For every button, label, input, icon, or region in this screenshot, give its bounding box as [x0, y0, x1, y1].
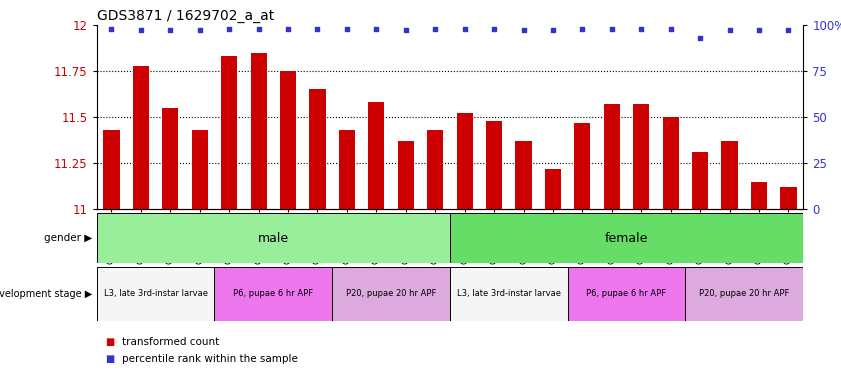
Bar [516, 141, 532, 209]
Point [193, 27, 206, 33]
Text: P6, pupae 6 hr APF: P6, pupae 6 hr APF [233, 289, 314, 298]
Text: gender ▶: gender ▶ [45, 233, 93, 243]
Text: development stage ▶: development stage ▶ [0, 289, 93, 299]
Point [546, 27, 559, 33]
Point [458, 26, 471, 32]
Bar [663, 117, 679, 209]
Bar [162, 108, 178, 209]
Point [752, 27, 765, 33]
Bar [221, 56, 237, 209]
Text: ■: ■ [105, 354, 114, 364]
Bar [450, 267, 568, 321]
Bar [214, 267, 332, 321]
Point [369, 26, 383, 32]
Bar [568, 267, 685, 321]
Bar [545, 169, 561, 209]
Point [575, 26, 589, 32]
Text: ■: ■ [105, 337, 114, 347]
Bar [692, 152, 708, 209]
Bar [97, 267, 214, 321]
Point [104, 26, 118, 32]
Text: transformed count: transformed count [122, 337, 220, 347]
Point [222, 26, 235, 32]
Bar [685, 267, 803, 321]
Text: GDS3871 / 1629702_a_at: GDS3871 / 1629702_a_at [97, 8, 274, 23]
Bar [604, 104, 620, 209]
Text: L3, late 3rd-instar larvae: L3, late 3rd-instar larvae [103, 289, 208, 298]
Text: female: female [605, 232, 648, 245]
Point [163, 27, 177, 33]
Point [664, 26, 677, 32]
Point [310, 26, 324, 32]
Point [722, 27, 736, 33]
Point [340, 26, 353, 32]
Text: male: male [257, 232, 289, 245]
Bar [722, 141, 738, 209]
Point [281, 26, 294, 32]
Point [516, 27, 530, 33]
Point [781, 27, 795, 33]
Bar [457, 113, 473, 209]
Bar [103, 130, 119, 209]
Bar [192, 130, 208, 209]
Point [487, 26, 500, 32]
Point [693, 35, 706, 41]
Point [634, 26, 648, 32]
Bar [368, 103, 384, 209]
Point [428, 26, 442, 32]
Bar [332, 267, 450, 321]
Bar [133, 66, 149, 209]
Bar [574, 122, 590, 209]
Bar [780, 187, 796, 209]
Bar [251, 53, 267, 209]
Point [399, 27, 412, 33]
Text: P20, pupae 20 hr APF: P20, pupae 20 hr APF [699, 289, 790, 298]
Bar [309, 89, 325, 209]
Bar [450, 213, 803, 263]
Text: percentile rank within the sample: percentile rank within the sample [122, 354, 298, 364]
Bar [339, 130, 355, 209]
Text: P20, pupae 20 hr APF: P20, pupae 20 hr APF [346, 289, 436, 298]
Text: L3, late 3rd-instar larvae: L3, late 3rd-instar larvae [457, 289, 561, 298]
Bar [633, 104, 649, 209]
Bar [280, 71, 296, 209]
Point [605, 26, 618, 32]
Point [251, 26, 265, 32]
Bar [486, 121, 502, 209]
Text: P6, pupae 6 hr APF: P6, pupae 6 hr APF [586, 289, 667, 298]
Bar [751, 182, 767, 209]
Bar [398, 141, 414, 209]
Bar [97, 213, 450, 263]
Point [134, 27, 147, 33]
Bar [427, 130, 443, 209]
